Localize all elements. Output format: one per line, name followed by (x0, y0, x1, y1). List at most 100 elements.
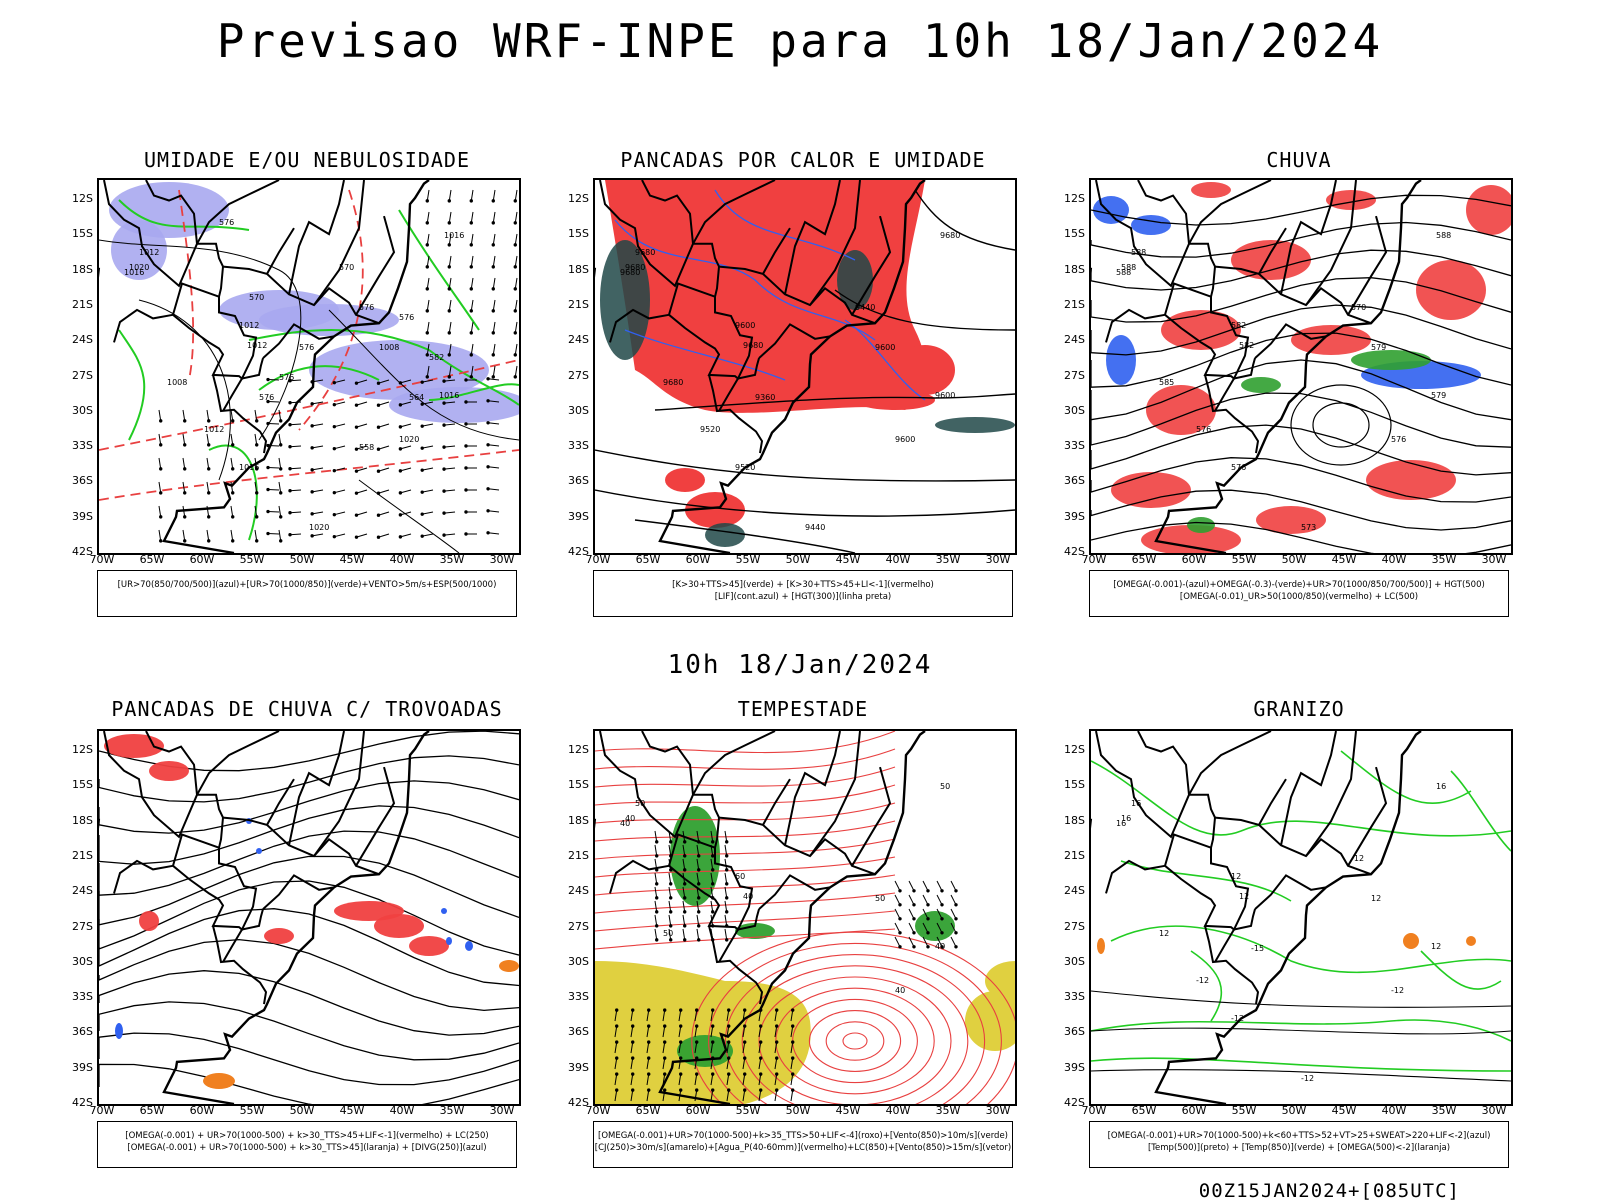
panel-title: PANCADAS POR CALOR E UMIDADE (593, 148, 1013, 172)
lon-tick-label: 65W (137, 1104, 167, 1117)
legend-line: [Temp(500)](preto) + [Temp(850)](verde) … (1090, 1142, 1508, 1154)
lat-tick-label: 15S (563, 227, 589, 240)
lat-tick-label: 18S (1059, 263, 1085, 276)
panel-legend: [OMEGA(-0.001)+UR>70(1000-500)+k>35_TTS>… (593, 1121, 1013, 1168)
legend-line: [K>30+TTS>45](verde) + [K>30+TTS>45+LI<-… (594, 579, 1012, 591)
svg-text:12: 12 (1239, 892, 1249, 901)
svg-text:1016: 1016 (124, 268, 144, 277)
lat-tick-label: 36S (1059, 1025, 1085, 1038)
svg-text:9680: 9680 (620, 268, 640, 277)
lon-tick-label: 65W (137, 553, 167, 566)
lon-tick-label: 70W (1079, 1104, 1109, 1117)
lon-tick-label: 30W (1479, 1104, 1509, 1117)
lat-tick-label: 39S (67, 510, 93, 523)
svg-text:9680: 9680 (635, 248, 655, 257)
panel-title: PANCADAS DE CHUVA C/ TROVOADAS (97, 697, 517, 721)
lon-tick-label: 70W (583, 553, 613, 566)
lon-tick-label: 35W (1429, 553, 1459, 566)
svg-text:50: 50 (663, 929, 673, 938)
svg-text:1020: 1020 (309, 523, 329, 532)
panel-title: GRANIZO (1089, 697, 1509, 721)
svg-text:1020: 1020 (399, 435, 419, 444)
panel-legend: [K>30+TTS>45](verde) + [K>30+TTS>45+LI<-… (593, 570, 1013, 617)
lon-tick-label: 45W (1329, 1104, 1359, 1117)
lat-tick-label: 21S (563, 849, 589, 862)
svg-text:50: 50 (940, 782, 950, 791)
lat-tick-label: 33S (563, 990, 589, 1003)
lat-tick-label: 39S (563, 1061, 589, 1074)
run-timestamp: 00Z15JAN2024+[085UTC] (1199, 1180, 1460, 1202)
lat-tick-label: 30S (1059, 955, 1085, 968)
svg-text:576: 576 (259, 393, 274, 402)
lat-tick-label: 30S (563, 404, 589, 417)
lon-tick-label: 55W (733, 1104, 763, 1117)
svg-text:585: 585 (1159, 378, 1174, 387)
svg-text:40: 40 (620, 819, 630, 828)
svg-text:579: 579 (1371, 343, 1386, 352)
lat-tick-label: 33S (67, 439, 93, 452)
lon-tick-label: 55W (1229, 553, 1259, 566)
svg-text:9440: 9440 (805, 523, 825, 532)
lon-tick-label: 50W (287, 553, 317, 566)
svg-text:12: 12 (1371, 894, 1381, 903)
svg-text:1016: 1016 (239, 463, 259, 472)
lon-tick-label: 40W (883, 1104, 913, 1117)
svg-text:576: 576 (279, 373, 294, 382)
lat-tick-label: 30S (67, 404, 93, 417)
panel-legend: [OMEGA(-0.001)-(azul)+OMEGA(-0.3)-(verde… (1089, 570, 1509, 617)
lat-tick-label: 30S (67, 955, 93, 968)
svg-text:16: 16 (1116, 819, 1126, 828)
lat-tick-label: 18S (67, 263, 93, 276)
svg-text:576: 576 (299, 343, 314, 352)
svg-text:9360: 9360 (755, 393, 775, 402)
lon-tick-label: 70W (583, 1104, 613, 1117)
lon-tick-label: 40W (883, 553, 913, 566)
svg-text:1012: 1012 (204, 425, 224, 434)
lat-tick-label: 36S (563, 1025, 589, 1038)
page-title: Previsao WRF-INPE para 10h 18/Jan/2024 (0, 14, 1600, 68)
lat-tick-label: 18S (1059, 814, 1085, 827)
lon-tick-label: 40W (1379, 1104, 1409, 1117)
svg-text:12: 12 (1159, 929, 1169, 938)
lat-tick-label: 21S (563, 298, 589, 311)
lon-tick-label: 35W (933, 1104, 963, 1117)
lon-tick-label: 45W (833, 1104, 863, 1117)
svg-text:-12: -12 (1231, 1014, 1244, 1023)
svg-text:1012: 1012 (239, 321, 259, 330)
svg-text:582: 582 (1239, 341, 1254, 350)
panel-title: UMIDADE E/OU NEBULOSIDADE (97, 148, 517, 172)
svg-text:582: 582 (429, 353, 444, 362)
legend-line: [OMEGA(-0.001) + UR>70(1000-500) + k>30_… (98, 1130, 516, 1142)
svg-text:-12: -12 (1351, 854, 1364, 863)
lon-tick-label: 60W (683, 1104, 713, 1117)
lat-tick-label: 21S (67, 849, 93, 862)
lon-tick-label: 50W (1279, 1104, 1309, 1117)
lon-tick-label: 55W (237, 553, 267, 566)
svg-text:1012: 1012 (247, 341, 267, 350)
svg-text:12: 12 (1431, 942, 1441, 951)
svg-text:-12: -12 (1301, 1074, 1314, 1083)
svg-text:9440: 9440 (855, 303, 875, 312)
lon-tick-label: 60W (683, 553, 713, 566)
lon-tick-label: 45W (337, 1104, 367, 1117)
svg-text:576: 576 (399, 313, 414, 322)
lat-tick-label: 12S (563, 743, 589, 756)
svg-text:570: 570 (339, 263, 354, 272)
lat-tick-label: 18S (67, 814, 93, 827)
svg-text:-15: -15 (1251, 944, 1264, 953)
legend-line: [OMEGA(-0.001) + UR>70(1000-500) + k>30_… (98, 1142, 516, 1154)
svg-text:-12: -12 (1391, 986, 1404, 995)
lat-tick-label: 24S (563, 884, 589, 897)
lat-tick-label: 27S (67, 369, 93, 382)
lat-tick-label: 24S (563, 333, 589, 346)
lon-tick-label: 50W (1279, 553, 1309, 566)
lon-tick-label: 60W (1179, 1104, 1209, 1117)
svg-text:570: 570 (1351, 303, 1366, 312)
lat-tick-label: 24S (67, 333, 93, 346)
panel-legend: [OMEGA(-0.001)+UR>70(1000-500)+k<60+TTS>… (1089, 1121, 1509, 1168)
legend-line: [OMEGA(-0.001)+UR>70(1000-500)+k>35_TTS>… (594, 1130, 1012, 1142)
svg-text:9520: 9520 (700, 425, 720, 434)
legend-line: [UR>70(850/700/500)](azul)+[UR>70(1000/8… (98, 579, 516, 591)
